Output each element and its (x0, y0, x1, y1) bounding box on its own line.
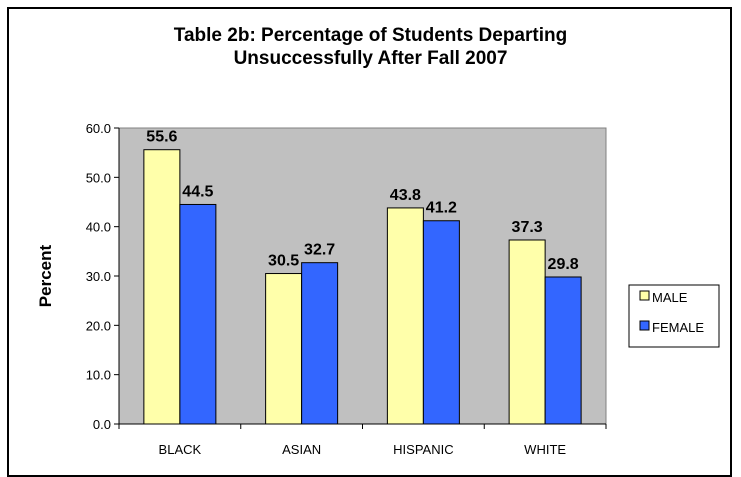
chart-title-line-1: Table 2b: Percentage of Students Departi… (173, 25, 568, 46)
y-tick-label: 60.0 (86, 121, 111, 136)
legend-swatch-female (639, 320, 650, 331)
bar-female-hispanic (422, 220, 460, 425)
y-tick-label: 0.0 (93, 417, 111, 432)
bar-male-white (508, 239, 546, 425)
x-tick-label: WHITE (524, 442, 566, 457)
x-tick-label: ASIAN (282, 442, 321, 457)
data-label: 29.8 (548, 256, 579, 273)
data-label: 32.7 (304, 242, 335, 259)
y-tick-label: 30.0 (86, 269, 111, 284)
chart-title: Table 2b: Percentage of Students Departi… (0, 24, 741, 70)
data-label: 30.5 (268, 253, 299, 270)
data-label: 55.6 (146, 129, 177, 146)
bar-chart: 0.0 10.0 20.0 30.0 40.0 50.0 60.0 55.6 44.5 30.5… (36, 121, 720, 457)
bar-female-black (179, 203, 217, 425)
data-label: 41.2 (426, 200, 457, 217)
data-label: 37.3 (512, 219, 543, 236)
bar-male-hispanic (386, 207, 424, 425)
y-tick-label: 10.0 (86, 368, 111, 383)
legend-swatch-male (639, 290, 650, 301)
bar-male-asian (265, 273, 303, 425)
legend-label-female: FEMALE (652, 320, 704, 335)
y-tick-label: 40.0 (86, 220, 111, 235)
bar-female-asian (301, 262, 339, 425)
x-tick-label: BLACK (159, 442, 202, 457)
chart-title-line-2: Unsuccessfully After Fall 2007 (233, 48, 508, 69)
y-tick-label: 20.0 (86, 318, 111, 333)
bar-male-black (143, 149, 181, 425)
legend-label-male: MALE (652, 290, 688, 305)
x-tick-label: HISPANIC (393, 442, 453, 457)
y-axis-label: Percent (36, 244, 55, 307)
y-tick-label: 50.0 (86, 170, 111, 185)
data-label: 43.8 (390, 187, 421, 204)
data-label: 44.5 (182, 183, 213, 200)
legend: MALE FEMALE (628, 284, 720, 348)
bar-female-white (544, 276, 582, 425)
